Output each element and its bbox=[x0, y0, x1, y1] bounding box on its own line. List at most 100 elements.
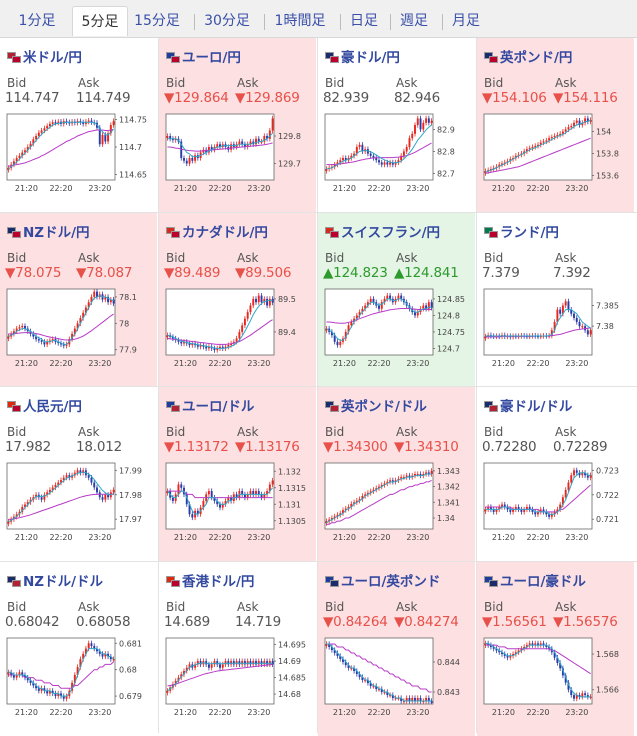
pair-name[interactable]: ユーロ/英ポンド bbox=[341, 574, 441, 590]
pair-name[interactable]: NZドル/円 bbox=[23, 225, 90, 241]
price-chart[interactable]: 17.99 17.98 17.97 21:20 22:20 23:20 bbox=[3, 461, 154, 541]
tab-7[interactable]: 月足 bbox=[452, 13, 480, 29]
currency-flag-icon bbox=[7, 576, 22, 587]
pair-name[interactable]: 英ポンド/ドル bbox=[341, 399, 427, 415]
tab-3[interactable]: 30分足 bbox=[204, 13, 250, 29]
rate-card[interactable]: ユーロ/英ポンド Bid Ask ▼0.84264 ▼0.84274 0.844 0.843… bbox=[318, 562, 475, 736]
pair-name[interactable]: 人民元/円 bbox=[23, 399, 82, 415]
price-chart[interactable]: 14.695 14.69 14.685 14.68 21:20 22:20 23:20 bbox=[162, 636, 313, 716]
pair-name[interactable]: スイスフラン/円 bbox=[341, 225, 441, 241]
rate-card[interactable]: ユーロ/円 Bid Ask ▼129.864 ▼129.869 129.8 129.7 21:… bbox=[159, 38, 316, 212]
pair-title[interactable]: 豪ドル/円 bbox=[325, 46, 400, 66]
price-chart[interactable]: 1.132 1.1315 1.131 1.1305 21:20 22:20 23:20 bbox=[162, 461, 313, 541]
candle-body bbox=[101, 134, 104, 145]
pair-name[interactable]: ユーロ/円 bbox=[182, 50, 241, 66]
rate-card[interactable]: NZドル/円 Bid Ask ▼78.075 ▼78.087 78.1 78 77.9 21:2… bbox=[0, 213, 157, 387]
tab-1[interactable]: 5分足 bbox=[72, 6, 128, 36]
candle-body bbox=[101, 653, 104, 657]
tab-5[interactable]: 日足 bbox=[350, 13, 378, 29]
pair-name[interactable]: 豪ドル/ドル bbox=[500, 399, 573, 415]
rate-card[interactable]: カナダドル/円 Bid Ask ▼89.489 ▼89.506 89.5 89.4 21:20… bbox=[159, 213, 316, 387]
pair-title[interactable]: ユーロ/豪ドル bbox=[484, 570, 586, 590]
tab-4[interactable]: 1時間足 bbox=[274, 13, 326, 29]
candle-body bbox=[18, 155, 21, 158]
tab-0[interactable]: 1分足 bbox=[18, 13, 56, 29]
candle-body bbox=[369, 491, 372, 493]
pair-name[interactable]: ユーロ/豪ドル bbox=[500, 574, 586, 590]
pair-title[interactable]: 豪ドル/ドル bbox=[484, 395, 573, 415]
candle-body bbox=[333, 650, 336, 653]
rate-card[interactable]: 香港ドル/円 Bid Ask 14.689 14.719 14.695 14.69 14.68… bbox=[159, 562, 316, 736]
price-chart[interactable]: 78.1 78 77.9 21:20 22:20 23:20 bbox=[3, 287, 154, 367]
rate-card[interactable]: 米ドル/円 Bid Ask 114.747 114.749 114.75 114.7 114.… bbox=[0, 38, 157, 212]
pair-title[interactable]: ユーロ/ドル bbox=[166, 395, 255, 415]
rate-card[interactable]: 英ポンド/円 Bid Ask ▼154.106 ▼154.116 154 153.8 153.… bbox=[477, 38, 634, 212]
candle-body bbox=[62, 477, 65, 481]
candle-body bbox=[416, 312, 419, 316]
price-chart[interactable]: 0.681 0.68 0.679 21:20 22:20 23:20 bbox=[3, 636, 154, 716]
candle-body bbox=[545, 511, 548, 515]
candle-body bbox=[112, 489, 115, 493]
pair-name[interactable]: 香港ドル/円 bbox=[182, 574, 255, 590]
y-tick-label: 14.685 bbox=[278, 674, 306, 683]
rate-card[interactable]: NZドル/ドル Bid Ask 0.68042 0.68058 0.681 0.68 0.67… bbox=[0, 562, 157, 736]
price-chart[interactable]: 0.844 0.843 21:20 22:20 23:20 bbox=[321, 636, 472, 716]
pair-name[interactable]: 豪ドル/円 bbox=[341, 50, 400, 66]
rate-card[interactable]: 豪ドル/円 Bid Ask 82.939 82.946 82.9 82.8 82.7 21:20… bbox=[318, 38, 475, 212]
pair-title[interactable]: ユーロ/円 bbox=[166, 46, 241, 66]
candle-body bbox=[339, 341, 342, 346]
candle-body bbox=[355, 147, 358, 154]
moving-average-slow bbox=[167, 319, 273, 345]
candle-body bbox=[397, 295, 400, 299]
price-chart[interactable]: 1.343 1.342 1.341 1.34 21:20 22:20 23:20 bbox=[321, 461, 472, 541]
candle-body bbox=[271, 298, 274, 303]
price-chart[interactable]: 129.8 129.7 21:20 22:20 23:20 bbox=[162, 112, 313, 192]
candle-body bbox=[514, 652, 517, 655]
candle-body bbox=[495, 509, 498, 512]
rate-card[interactable]: ユーロ/ドル Bid Ask ▼1.13172 ▼1.13176 1.132 1.1315 1… bbox=[159, 387, 316, 561]
candle-body bbox=[402, 151, 405, 156]
candle-body bbox=[260, 295, 263, 303]
pair-title[interactable]: 英ポンド/ドル bbox=[325, 395, 427, 415]
pair-name[interactable]: ユーロ/ドル bbox=[182, 399, 255, 415]
pair-name[interactable]: ランド/円 bbox=[500, 225, 559, 241]
pair-name[interactable]: 英ポンド/円 bbox=[500, 50, 573, 66]
price-chart[interactable]: 154 153.8 153.6 21:20 22:20 23:20 bbox=[480, 112, 631, 192]
price-chart[interactable]: 89.5 89.4 21:20 22:20 23:20 bbox=[162, 287, 313, 367]
tab-2[interactable]: 15分足 bbox=[134, 13, 180, 29]
rate-card[interactable]: 人民元/円 Bid Ask 17.982 18.012 17.99 17.98 17.97 21… bbox=[0, 387, 157, 561]
rate-card[interactable]: 豪ドル/ドル Bid Ask 0.72280 0.72289 0.723 0.722 0.72… bbox=[477, 387, 634, 561]
moving-average-fast bbox=[485, 120, 591, 173]
pair-title[interactable]: スイスフラン/円 bbox=[325, 221, 441, 241]
rate-card[interactable]: ランド/円 Bid Ask 7.379 7.392 7.385 7.38 21:20 22:20… bbox=[477, 213, 634, 387]
pair-name[interactable]: NZドル/ドル bbox=[23, 574, 104, 590]
price-chart[interactable]: 1.568 1.566 21:20 22:20 23:20 bbox=[480, 636, 631, 716]
price-chart[interactable]: 82.9 82.8 82.7 21:20 22:20 23:20 bbox=[321, 112, 472, 192]
candle-body bbox=[559, 662, 562, 669]
rate-card[interactable]: スイスフラン/円 Bid Ask ▲124.823 ▲124.841 124.85 124.… bbox=[318, 213, 475, 387]
y-tick-label: 1.131 bbox=[278, 500, 301, 509]
pair-name[interactable]: カナダドル/円 bbox=[182, 225, 268, 241]
price-chart[interactable]: 7.385 7.38 21:20 22:20 23:20 bbox=[480, 287, 631, 367]
pair-title[interactable]: カナダドル/円 bbox=[166, 221, 268, 241]
rate-card[interactable]: 英ポンド/ドル Bid Ask ▼1.34300 ▼1.34310 1.343 1.342 1… bbox=[318, 387, 475, 561]
pair-title[interactable]: NZドル/円 bbox=[7, 221, 90, 241]
price-chart[interactable]: 124.85 124.8 124.75 124.7 21:20 22:20 23:20 bbox=[321, 287, 472, 367]
pair-title[interactable]: NZドル/ドル bbox=[7, 570, 104, 590]
candle-body bbox=[358, 499, 361, 501]
pair-title[interactable]: ユーロ/英ポンド bbox=[325, 570, 441, 590]
pair-title[interactable]: 米ドル/円 bbox=[7, 46, 82, 66]
x-tick-label: 21:20 bbox=[492, 184, 515, 192]
pair-title[interactable]: ランド/円 bbox=[484, 221, 559, 241]
pair-title[interactable]: 英ポンド/円 bbox=[484, 46, 573, 66]
pair-title[interactable]: 人民元/円 bbox=[7, 395, 82, 415]
price-chart[interactable]: 0.723 0.722 0.721 21:20 22:20 23:20 bbox=[480, 461, 631, 541]
candle-body bbox=[224, 661, 227, 665]
candle-body bbox=[400, 155, 403, 161]
pair-name[interactable]: 米ドル/円 bbox=[23, 50, 82, 66]
tab-6[interactable]: 週足 bbox=[400, 13, 428, 29]
price-chart[interactable]: 114.75 114.7 114.65 21:20 22:20 23:20 bbox=[3, 112, 154, 192]
pair-title[interactable]: 香港ドル/円 bbox=[166, 570, 255, 590]
rate-card[interactable]: ユーロ/豪ドル Bid Ask ▼1.56561 ▼1.56576 1.568 1.566 2… bbox=[477, 562, 634, 736]
candle-body bbox=[202, 500, 205, 508]
